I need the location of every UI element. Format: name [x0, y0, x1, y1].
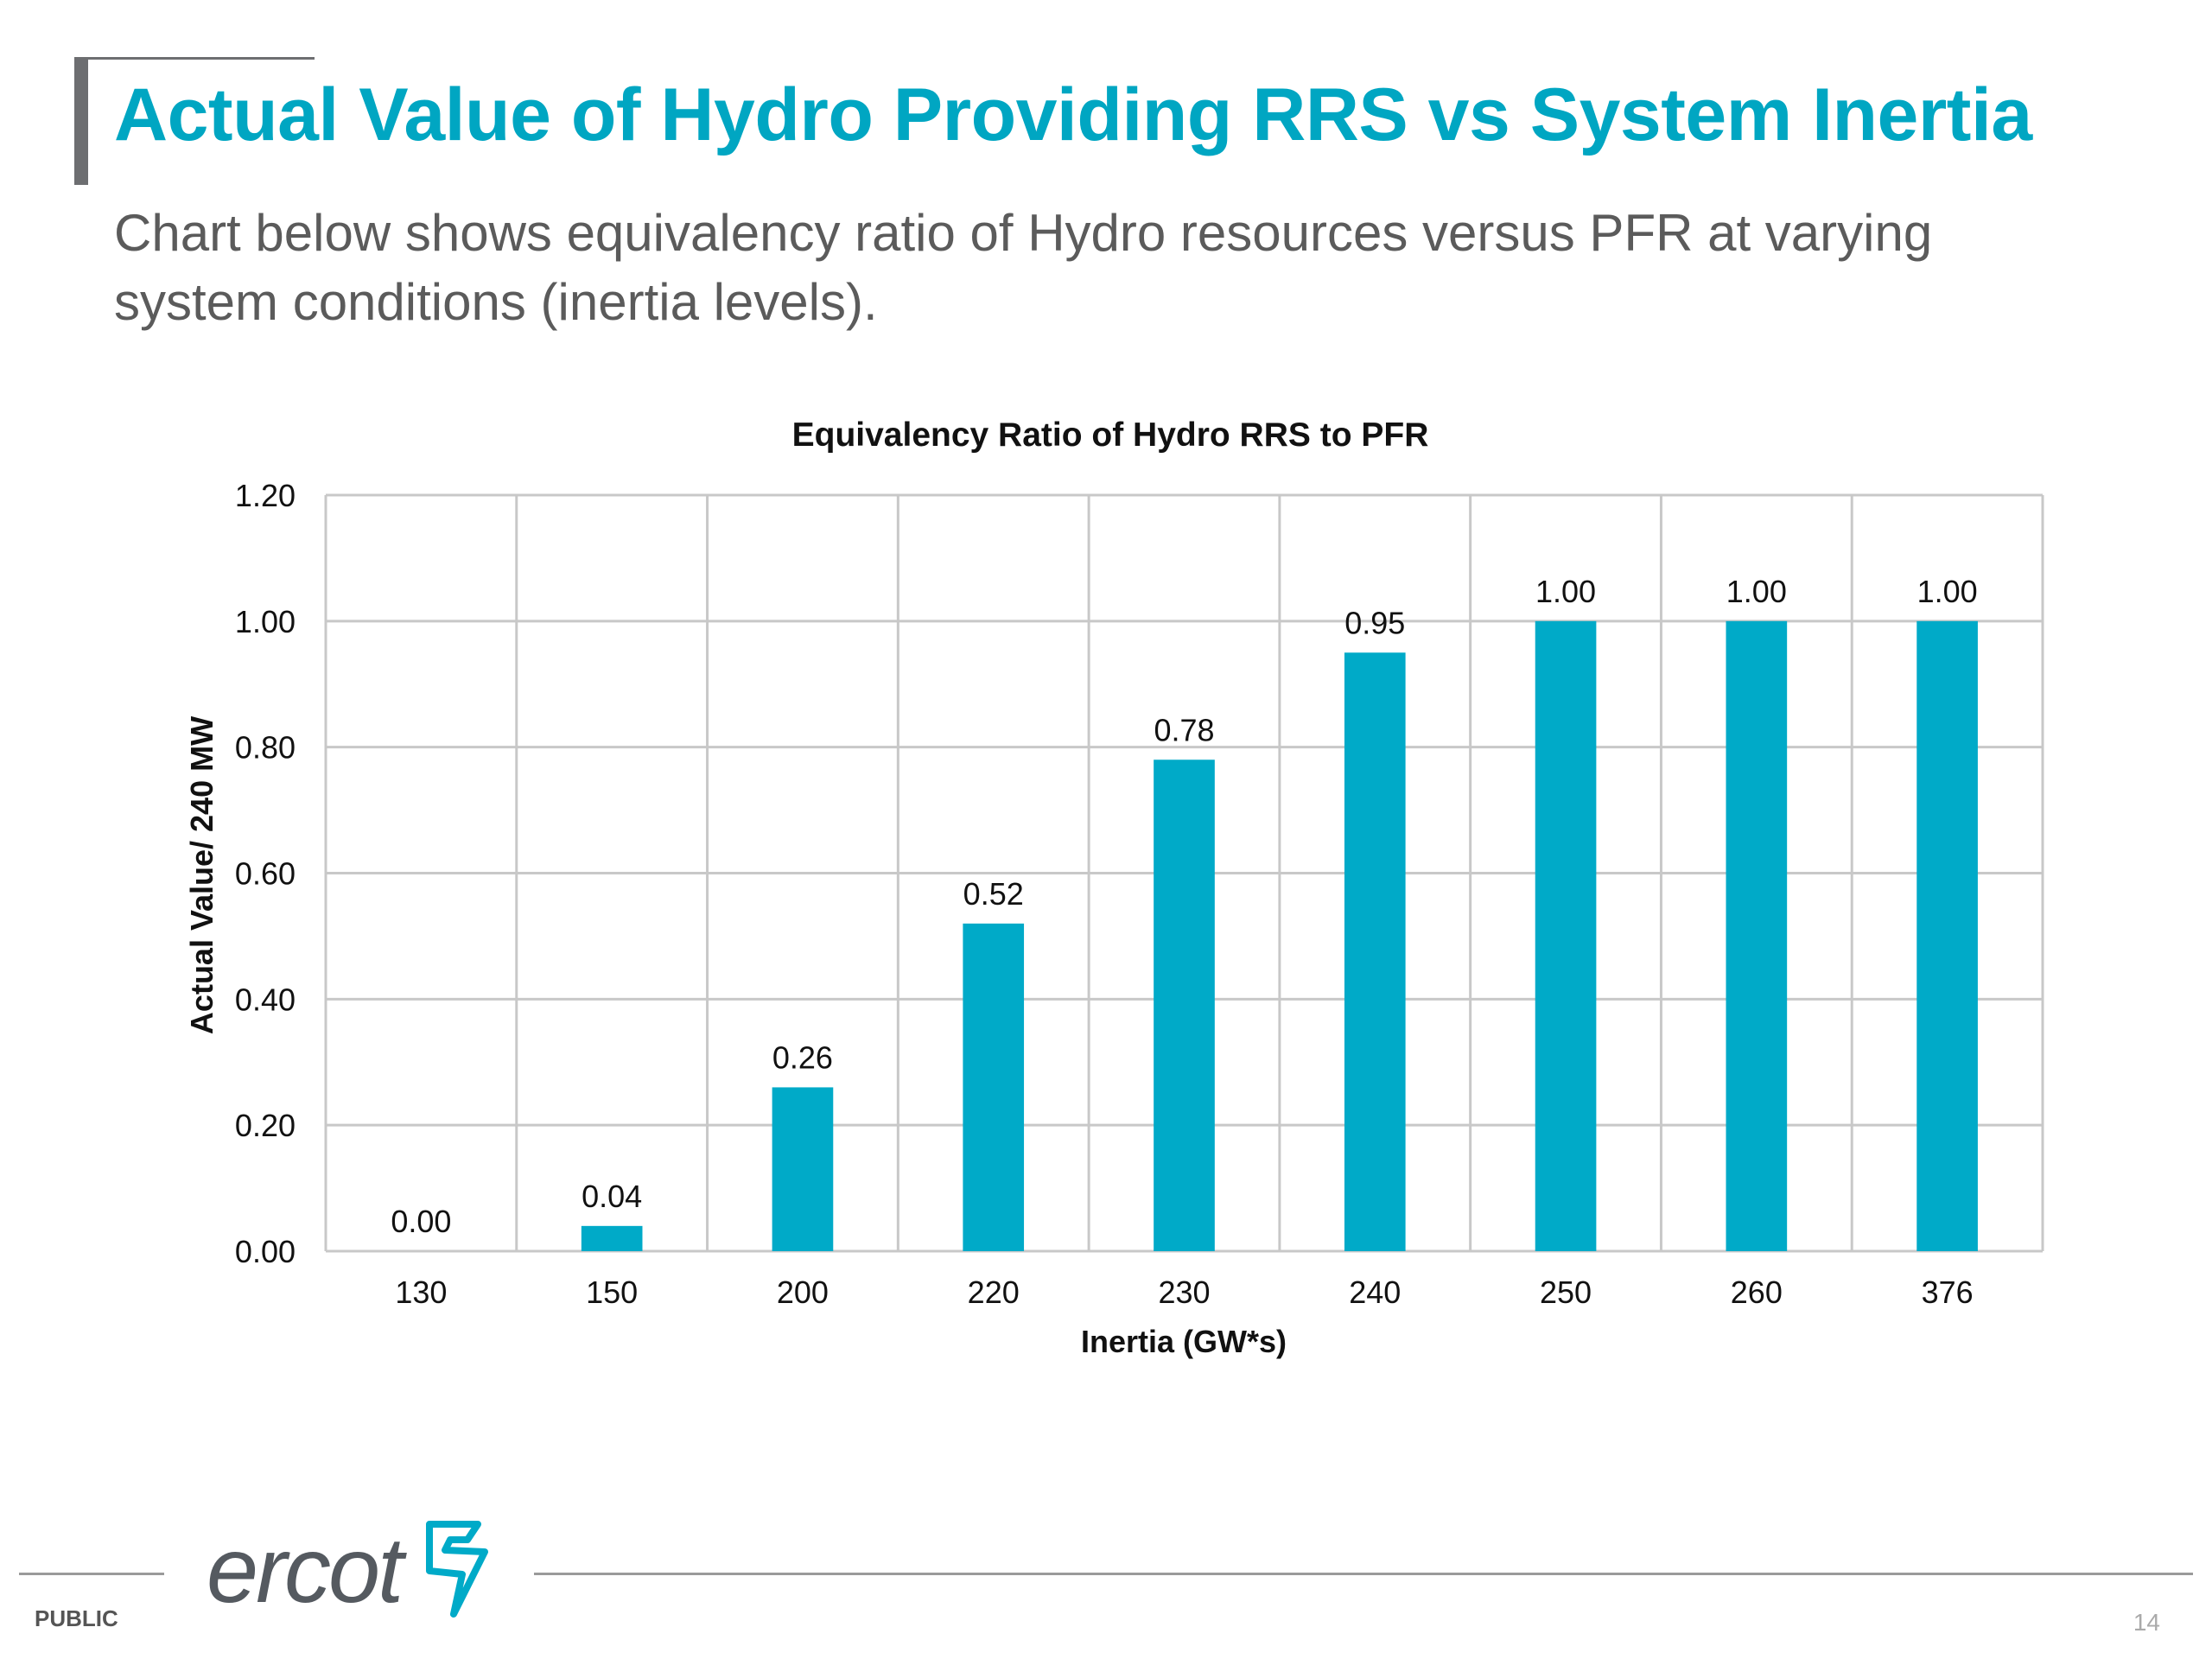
footer-rule-right	[534, 1573, 2193, 1575]
y-tick-label: 0.20	[235, 1108, 296, 1143]
bar-220	[963, 923, 1025, 1251]
y-tick-label: 0.60	[235, 856, 296, 892]
x-tick-label: 130	[395, 1274, 447, 1310]
bar-chart: Equivalency Ratio of Hydro RRS to PFR 0.…	[184, 416, 2044, 1359]
data-label: 0.00	[391, 1204, 451, 1239]
slide-title: Actual Value of Hydro Providing RRS vs S…	[114, 73, 2032, 156]
data-label: 0.78	[1154, 712, 1214, 747]
logo-wordmark: ercot	[207, 1517, 407, 1622]
x-tick-label: 376	[1922, 1274, 1974, 1310]
x-axis-ticks: 130 150 200 220 230 240 250 260 376	[395, 1274, 1973, 1310]
y-tick-label: 0.40	[235, 982, 296, 1017]
logo-bolt-icon	[426, 1521, 488, 1618]
x-tick-label: 200	[777, 1274, 829, 1310]
y-tick-label: 0.00	[235, 1234, 296, 1269]
x-axis-label: Inertia (GW*s)	[1081, 1324, 1287, 1359]
data-label: 0.26	[772, 1039, 833, 1075]
page-number: 14	[2133, 1609, 2160, 1636]
bar-230	[1154, 760, 1215, 1251]
ercot-logo: ercot	[207, 1517, 488, 1622]
slide-subtitle: Chart below shows equivalency ratio of H…	[114, 204, 1933, 331]
data-label: 1.00	[1535, 574, 1596, 609]
x-tick-label: 220	[968, 1274, 1020, 1310]
bar-376	[1916, 620, 1978, 1251]
x-tick-label: 250	[1540, 1274, 1592, 1310]
title-accent-line	[74, 57, 315, 60]
x-tick-label: 240	[1349, 1274, 1401, 1310]
x-tick-label: 260	[1731, 1274, 1783, 1310]
x-tick-label: 150	[586, 1274, 638, 1310]
bar-200	[772, 1087, 834, 1251]
title-accent-bar	[74, 57, 88, 185]
data-label: 1.00	[1917, 574, 1978, 609]
data-label: 1.00	[1726, 574, 1787, 609]
data-label: 0.04	[582, 1179, 642, 1214]
footer-classification: PUBLIC	[35, 1605, 118, 1631]
bar-150	[581, 1225, 643, 1251]
y-tick-label: 1.00	[235, 604, 296, 639]
data-label: 0.95	[1344, 605, 1405, 640]
bar-260	[1726, 620, 1788, 1251]
y-axis-ticks: 0.00 0.20 0.40 0.60 0.80 1.00 1.20	[235, 478, 296, 1269]
y-tick-label: 1.20	[235, 478, 296, 513]
bar-240	[1344, 652, 1406, 1251]
y-axis-label: Actual Value/ 240 MW	[184, 716, 219, 1034]
chart-title: Equivalency Ratio of Hydro RRS to PFR	[792, 416, 1429, 454]
chart-bars	[581, 620, 1978, 1251]
y-tick-label: 0.80	[235, 730, 296, 766]
data-label: 0.52	[963, 876, 1024, 912]
bar-250	[1535, 620, 1597, 1251]
footer-rule-left	[19, 1573, 164, 1575]
data-labels: 0.00 0.04 0.26 0.52 0.78 0.95 1.00 1.00 1.00	[391, 574, 1977, 1239]
x-tick-label: 230	[1158, 1274, 1210, 1310]
